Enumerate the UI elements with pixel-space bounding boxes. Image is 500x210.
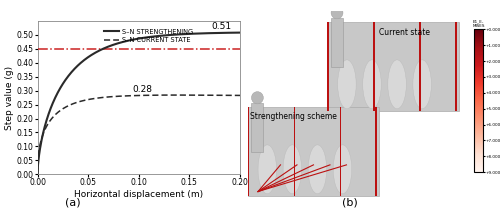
Text: (b): (b)	[342, 198, 358, 208]
Legend: S–N STRENGTHENING, S–N CURRENT STATE: S–N STRENGTHENING, S–N CURRENT STATE	[102, 26, 196, 46]
Bar	[455, 22, 456, 111]
FancyBboxPatch shape	[248, 107, 380, 196]
Ellipse shape	[308, 145, 326, 194]
Bar	[327, 22, 328, 111]
Ellipse shape	[338, 60, 356, 109]
Bar	[340, 107, 342, 196]
Text: Current state: Current state	[380, 28, 430, 37]
Bar	[374, 22, 375, 111]
Ellipse shape	[252, 92, 264, 104]
Ellipse shape	[413, 60, 432, 109]
Title: E1_E-
MISES: E1_E- MISES	[472, 19, 485, 28]
Text: (a): (a)	[64, 198, 80, 208]
Text: 0.28: 0.28	[132, 85, 152, 94]
FancyBboxPatch shape	[327, 22, 459, 111]
Bar	[420, 22, 421, 111]
Ellipse shape	[363, 60, 381, 109]
Y-axis label: Step value (g): Step value (g)	[4, 66, 14, 130]
Bar	[294, 107, 296, 196]
Ellipse shape	[331, 7, 343, 19]
Bar	[252, 103, 264, 152]
Bar	[376, 107, 377, 196]
X-axis label: Horizontal displacement (m): Horizontal displacement (m)	[74, 190, 204, 199]
Ellipse shape	[334, 145, 351, 194]
Bar	[331, 18, 343, 67]
Ellipse shape	[258, 145, 276, 194]
Text: Strengthening scheme: Strengthening scheme	[250, 112, 336, 121]
Bar	[248, 107, 249, 196]
Ellipse shape	[283, 145, 302, 194]
Text: 0.51: 0.51	[212, 22, 232, 31]
Ellipse shape	[388, 60, 406, 109]
